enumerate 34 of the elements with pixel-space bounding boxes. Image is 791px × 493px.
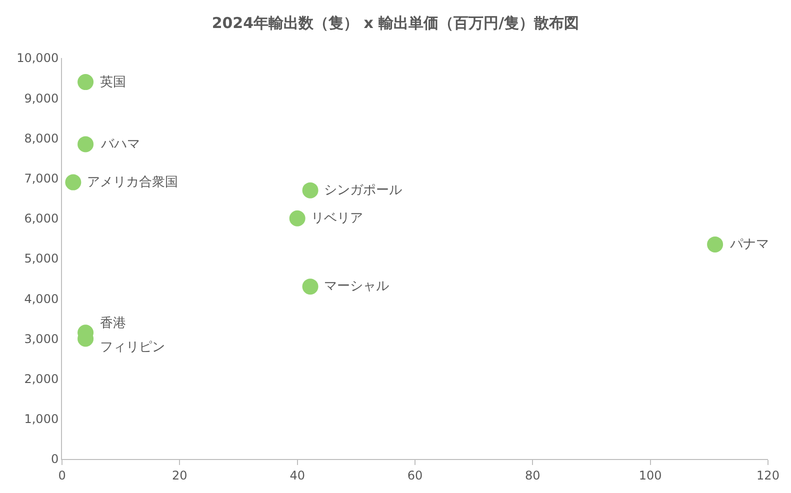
point <box>707 236 724 252</box>
y-tick-label: 0 <box>50 452 59 466</box>
x-tick-label: 20 <box>172 468 188 482</box>
y-tick-label: 4,000 <box>24 292 59 306</box>
annotation: 英国 <box>100 75 126 90</box>
y-tick-label: 2,000 <box>24 372 59 386</box>
annotation: リベリア <box>311 211 363 226</box>
y-tick-label: 8,000 <box>24 131 59 146</box>
x-tick-label: 100 <box>638 468 662 482</box>
x-tick-label: 80 <box>525 468 540 482</box>
y-tick-label: 3,000 <box>24 332 59 346</box>
annotation: パナマ <box>729 237 769 252</box>
annotation: アメリカ合衆国 <box>87 175 178 190</box>
annotation: マーシャル <box>324 279 389 294</box>
annotation: フィリピン <box>100 340 165 355</box>
point <box>302 278 318 295</box>
y-tick-label: 1,000 <box>24 412 59 426</box>
point <box>302 182 318 198</box>
x-tick-label: 60 <box>407 468 423 482</box>
x-tick-label: 120 <box>756 468 780 482</box>
y-tick-label: 6,000 <box>24 212 59 226</box>
point <box>78 74 94 90</box>
point <box>65 174 82 190</box>
point <box>78 136 94 152</box>
y-tick-label: 10,000 <box>16 51 59 66</box>
y-tick-label: 5,000 <box>24 252 59 266</box>
point <box>289 210 306 226</box>
annotation: シンガポール <box>324 183 402 198</box>
x-tick-label: 40 <box>290 468 305 482</box>
annotation: 香港 <box>100 316 126 331</box>
annotation: バハマ <box>100 137 140 152</box>
y-tick-label: 9,000 <box>24 91 59 106</box>
y-tick-label: 7,000 <box>24 172 59 186</box>
chart-title: 2024年輸出数（隻） x 輸出単価（百万円/隻）散布図 <box>212 14 580 32</box>
